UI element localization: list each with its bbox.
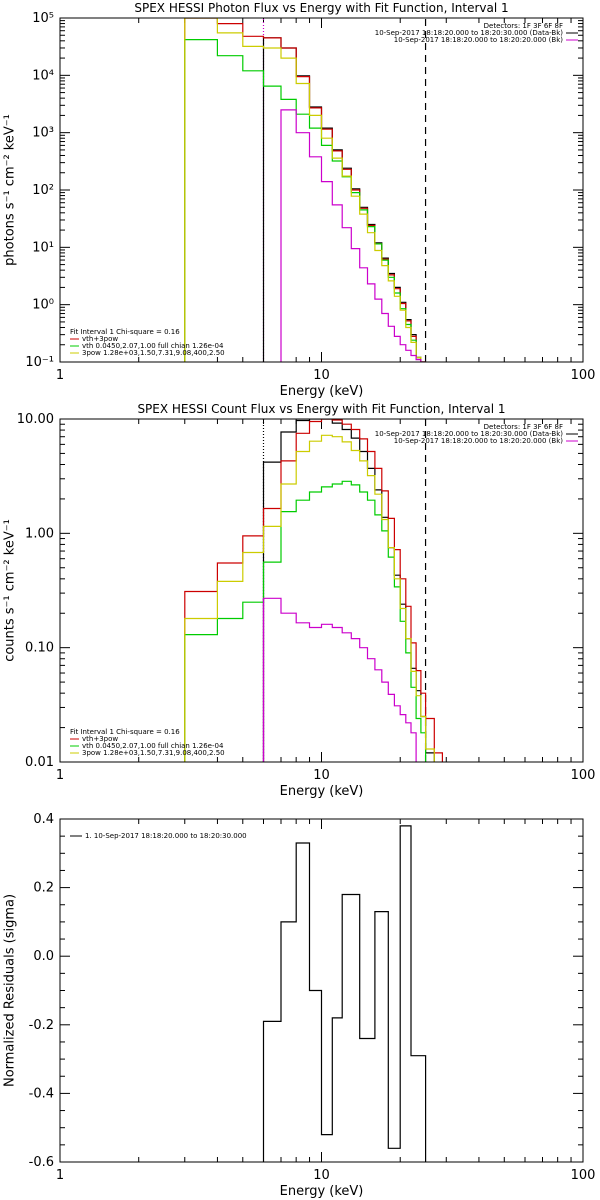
x-tick-label: 100 bbox=[571, 1168, 596, 1183]
chart-title: SPEX HESSI Count Flux vs Energy with Fit… bbox=[137, 402, 505, 416]
y-tick-label: -0.6 bbox=[29, 1155, 54, 1170]
x-axis-label: Energy (keV) bbox=[280, 384, 364, 399]
legend-entry: Detectors: 1F 3F 6F 8F bbox=[484, 22, 563, 30]
plot-frame bbox=[59, 17, 584, 363]
data-series-group bbox=[262, 825, 427, 1162]
y-tick-label: 10⁰ bbox=[32, 298, 54, 313]
legend-entry: 1. 10-Sep-2017 18:18:20.000 to 18:20:30.… bbox=[85, 832, 247, 840]
x-tick-label: 1 bbox=[56, 768, 64, 783]
y-tick-label: 10⁻¹ bbox=[25, 355, 54, 370]
x-tick-label: 100 bbox=[571, 368, 596, 383]
legend-entry: 10-Sep-2017 18:18:20.000 to 18:20:20.000… bbox=[394, 437, 564, 445]
y-tick-label: 10.00 bbox=[17, 412, 54, 427]
y-tick-label: 0.4 bbox=[33, 812, 54, 827]
series-line bbox=[184, 434, 435, 762]
y-axis-label: Normalized Residuals (sigma) bbox=[3, 894, 18, 1087]
plot-frame bbox=[59, 818, 584, 1163]
y-tick-label: 0.2 bbox=[33, 881, 54, 896]
y-axis-label: counts s⁻¹ cm⁻² keV⁻¹ bbox=[3, 519, 18, 662]
plot-frame bbox=[59, 418, 584, 763]
residuals-panel: Energy (keV) Normalized Residuals (sigma)… bbox=[3, 812, 596, 1199]
y-tick-label: 10² bbox=[32, 183, 54, 198]
series-line bbox=[280, 109, 426, 362]
x-tick-label: 1 bbox=[56, 1168, 64, 1183]
legend-entry: vth 0.0450,2.07,1.00 full chian 1.26e-04 bbox=[82, 742, 224, 750]
y-tick-label: 10⁴ bbox=[32, 68, 54, 83]
series-line bbox=[184, 18, 426, 362]
count-flux-panel: SPEX HESSI Count Flux vs Energy with Fit… bbox=[3, 402, 596, 799]
x-tick-label: 10 bbox=[313, 368, 330, 383]
legend-entry: 10-Sep-2017 18:18:20.000 to 18:20:30.000… bbox=[375, 29, 564, 37]
legend-entry: 3pow 1.28e+03,1.50,7.31,9.08,400,2.50 bbox=[82, 349, 225, 357]
y-tick-label: -0.4 bbox=[29, 1086, 54, 1101]
y-tick-label: 10³ bbox=[32, 126, 54, 141]
data-series-group bbox=[184, 18, 426, 362]
x-tick-label: 10 bbox=[313, 768, 330, 783]
legend-entry: 10-Sep-2017 18:18:20.000 to 18:20:30.000… bbox=[375, 430, 564, 438]
series-line bbox=[184, 480, 427, 762]
legend-entry: 10-Sep-2017 18:18:20.000 to 18:20:20.000… bbox=[394, 36, 564, 44]
y-axis-label: photons s⁻¹ cm⁻² keV⁻¹ bbox=[3, 114, 18, 266]
legend-entry: 3pow 1.28e+03,1.50,7.31,9.08,400,2.50 bbox=[82, 749, 225, 757]
x-axis-label: Energy (keV) bbox=[280, 1184, 364, 1199]
y-tick-label: 1.00 bbox=[25, 526, 54, 541]
y-tick-label: 0.01 bbox=[25, 755, 54, 770]
legend-entry: vth+3pow bbox=[82, 335, 118, 343]
legend-entry: Fit Interval 1 Chi-square = 0.16 bbox=[70, 728, 180, 736]
y-tick-label: 0.10 bbox=[25, 641, 54, 656]
x-tick-label: 10 bbox=[313, 1168, 330, 1183]
photon-flux-panel: SPEX HESSI Photon Flux vs Energy with Fi… bbox=[3, 1, 596, 399]
y-tick-label: 10¹ bbox=[32, 240, 54, 255]
legend-entry: vth+3pow bbox=[82, 735, 118, 743]
x-axis-label: Energy (keV) bbox=[280, 784, 364, 799]
series-line bbox=[262, 597, 417, 762]
x-tick-label: 100 bbox=[571, 768, 596, 783]
legend-entry: Detectors: 1F 3F 6F 8F bbox=[484, 423, 563, 431]
series-line bbox=[262, 825, 427, 1162]
series-line bbox=[184, 39, 422, 362]
y-tick-label: 10⁵ bbox=[32, 11, 54, 26]
y-tick-label: 0.0 bbox=[33, 949, 54, 964]
y-tick-label: -0.2 bbox=[29, 1018, 54, 1033]
legend-entry: vth 0.0450,2.07,1.00 full chian 1.26e-04 bbox=[82, 342, 224, 350]
chart-title: SPEX HESSI Photon Flux vs Energy with Fi… bbox=[134, 1, 508, 15]
x-tick-label: 1 bbox=[56, 368, 64, 383]
legend-entry: Fit Interval 1 Chi-square = 0.16 bbox=[70, 328, 180, 336]
